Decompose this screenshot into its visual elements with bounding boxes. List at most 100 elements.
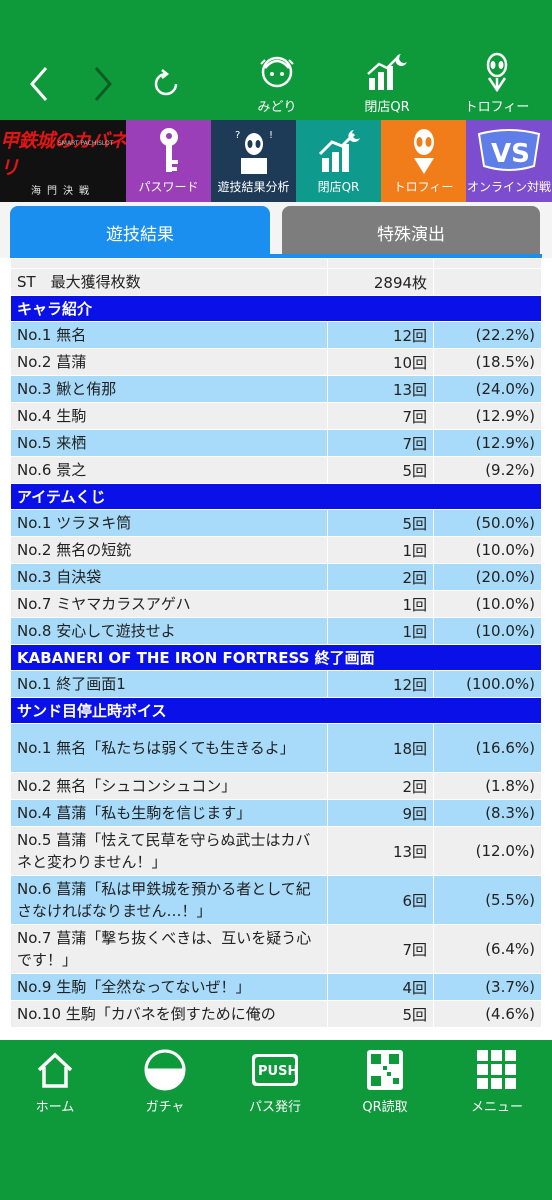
- table-row: No.6 景之 5回 (9.2%): [10, 456, 542, 484]
- row-percent: (24.0%): [433, 375, 542, 403]
- analysis-icon: ?!: [229, 126, 279, 180]
- row-label: No.4 菖蒲「私も生駒を信じます」: [10, 799, 329, 827]
- row-count: 12回: [327, 321, 435, 349]
- row-count: 2894枚: [327, 268, 435, 296]
- table-row: No.1 終了画面1 12回 (100.0%): [10, 670, 542, 698]
- tile-analysis[interactable]: ?! 遊技結果分析: [211, 120, 296, 202]
- table-row: No.6 菖蒲「私は甲鉄城を預かる者として紀さなければなりません…！」 6回 (5.…: [10, 875, 542, 925]
- svg-text:!: !: [269, 130, 273, 141]
- header-midori-label: みどり: [257, 100, 297, 115]
- forward-button[interactable]: [82, 62, 122, 106]
- tab-play-results[interactable]: 遊技結果: [10, 206, 270, 258]
- section-header: アイテムくじ: [10, 483, 542, 510]
- table-row: No.1 ツラヌキ筒 5回 (50.0%): [10, 509, 542, 537]
- row-label: No.8 安心して遊技せよ: [10, 617, 329, 645]
- logo-title: 甲鉄城のカバネリ: [0, 129, 127, 179]
- row-label: No.6 菖蒲「私は甲鉄城を預かる者として紀さなければなりません…！」: [10, 875, 329, 925]
- table-row: No.1 無名「私たちは弱くても生きるよ」 18回 (16.6%): [10, 723, 542, 773]
- chart-moon-icon: [314, 126, 364, 180]
- table-row: No.9 生駒「全然なってないぜ！」 4回 (3.7%): [10, 973, 542, 1001]
- row-percent: (50.0%): [433, 509, 542, 537]
- row-percent: [433, 268, 542, 296]
- row-label: No.5 菖蒲「怯えて民草を守らぬ武士はカバネと変わりません！」: [10, 826, 329, 876]
- row-label: No.3 自決袋: [10, 563, 329, 591]
- nav-pass-issue[interactable]: PUSH パス発行: [220, 1048, 330, 1118]
- nav-gacha[interactable]: ガチャ: [110, 1048, 220, 1118]
- row-count: 2回: [327, 563, 435, 591]
- row-count: 7回: [327, 429, 435, 457]
- back-button[interactable]: [20, 62, 60, 106]
- nav-gacha-label: ガチャ: [145, 1100, 185, 1115]
- row-percent: (12.9%): [433, 429, 542, 457]
- row-percent: (10.0%): [433, 617, 542, 645]
- character-icon: [255, 52, 299, 92]
- nav-qr-read-label: QR読取: [362, 1100, 408, 1115]
- chevron-left-icon: [30, 67, 48, 101]
- push-icon: PUSH: [250, 1048, 300, 1092]
- row-label: No.6 景之: [10, 456, 329, 484]
- table-row: No.3 鰍と侑那 13回 (24.0%): [10, 375, 542, 403]
- row-count: 9回: [327, 799, 435, 827]
- tile-password-label: パスワード: [138, 180, 199, 194]
- tile-trophy[interactable]: トロフィー: [381, 120, 466, 202]
- tab-underline: [10, 254, 542, 258]
- row-count: 1回: [327, 617, 435, 645]
- nav-home[interactable]: ホーム: [0, 1048, 110, 1118]
- bottom-nav: ホーム ガチャ PUSH パス発行 QR読取 メニュー: [0, 1040, 552, 1200]
- row-percent: (9.2%): [433, 456, 542, 484]
- row-label: No.4 生駒: [10, 402, 329, 430]
- nav-menu[interactable]: メニュー: [442, 1048, 552, 1118]
- row-count: 5回: [327, 509, 435, 537]
- menu-grid-icon: [472, 1048, 522, 1092]
- row-label: No.1 ツラヌキ筒: [10, 509, 329, 537]
- nav-home-label: ホーム: [35, 1100, 75, 1115]
- row-percent: (4.6%): [433, 1000, 542, 1028]
- nav-menu-label: メニュー: [470, 1100, 523, 1115]
- row-percent: (3.7%): [433, 973, 542, 1001]
- game-logo: SMART PACHISLOT 甲鉄城のカバネリ 海門決戦: [0, 120, 127, 202]
- alien-icon: [475, 52, 519, 92]
- nav-qr-read[interactable]: QR読取: [330, 1048, 440, 1118]
- menu-tiles: SMART PACHISLOT 甲鉄城のカバネリ 海門決戦 パスワード ?! 遊…: [0, 120, 552, 202]
- tile-password[interactable]: パスワード: [126, 120, 211, 202]
- section-title: アイテムくじ: [10, 483, 542, 510]
- table-row: No.5 来栖 7回 (12.9%): [10, 429, 542, 457]
- row-label: No.2 菖蒲: [10, 348, 329, 376]
- row-count: 5回: [327, 1000, 435, 1028]
- tile-closing-qr[interactable]: 閉店QR: [296, 120, 381, 202]
- qr-icon: [360, 1048, 410, 1092]
- row-percent: (10.0%): [433, 590, 542, 618]
- logo-subtitle: 海門決戦: [31, 185, 95, 197]
- push-badge-text: PUSH: [258, 1064, 298, 1079]
- table-row: No.4 菖蒲「私も生駒を信じます」 9回 (8.3%): [10, 799, 542, 827]
- row-count: 4回: [327, 973, 435, 1001]
- section-title: キャラ紹介: [10, 295, 542, 322]
- table-row: No.2 菖蒲 10回 (18.5%): [10, 348, 542, 376]
- table-row: No.2 無名「シュコンシュコン」 2回 (1.8%): [10, 772, 542, 800]
- section-title: サンド目停止時ボイス: [10, 697, 542, 724]
- section-header: KABANERI OF THE IRON FORTRESS 終了画面: [10, 644, 542, 671]
- svg-text:VS: VS: [491, 139, 530, 169]
- tile-trophy-label: トロフィー: [393, 180, 454, 194]
- row-count: 13回: [327, 826, 435, 876]
- results-panel[interactable]: ST 最大獲得枚数 2894枚 キャラ紹介 No.1 無名 12回 (22.2%) No…: [10, 258, 542, 1040]
- row-label: No.2 無名「シュコンシュコン」: [10, 772, 329, 800]
- chevron-right-icon: [94, 67, 112, 101]
- row-label: No.2 無名の短銃: [10, 536, 329, 564]
- row-percent: (20.0%): [433, 563, 542, 591]
- table-row: No.7 菖蒲「撃ち抜くべきは、互いを疑う心です！」 7回 (6.4%): [10, 924, 542, 974]
- results-table: ST 最大獲得枚数 2894枚 キャラ紹介 No.1 無名 12回 (22.2%) No…: [10, 258, 542, 1028]
- tab-bar: 遊技結果 特殊演出: [0, 202, 552, 258]
- table-row: No.8 安心して遊技せよ 1回 (10.0%): [10, 617, 542, 645]
- header-midori[interactable]: みどり: [232, 52, 322, 116]
- header-trophy[interactable]: トロフィー: [452, 52, 542, 116]
- table-row: No.1 無名 12回 (22.2%): [10, 321, 542, 349]
- row-count: 2回: [327, 772, 435, 800]
- vs-icon: VS: [474, 126, 544, 180]
- table-row: No.5 菖蒲「怯えて民草を守らぬ武士はカバネと変わりません！」 13回 (12.0…: [10, 826, 542, 876]
- tile-online-battle[interactable]: VS オンライン対戦: [466, 120, 552, 202]
- tab-special-effects[interactable]: 特殊演出: [282, 206, 540, 258]
- reload-button[interactable]: [146, 62, 186, 106]
- header-closing-qr[interactable]: 閉店QR: [342, 52, 432, 116]
- row-percent: (10.0%): [433, 536, 542, 564]
